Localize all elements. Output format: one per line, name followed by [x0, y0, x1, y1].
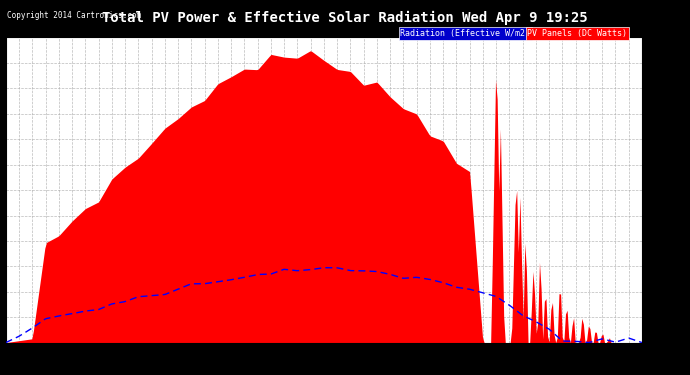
Text: Copyright 2014 Cartronics.com: Copyright 2014 Cartronics.com [7, 11, 141, 20]
Text: Radiation (Effective W/m2): Radiation (Effective W/m2) [400, 29, 530, 38]
Text: PV Panels (DC Watts): PV Panels (DC Watts) [527, 29, 627, 38]
Text: Total PV Power & Effective Solar Radiation Wed Apr 9 19:25: Total PV Power & Effective Solar Radiati… [102, 11, 588, 26]
